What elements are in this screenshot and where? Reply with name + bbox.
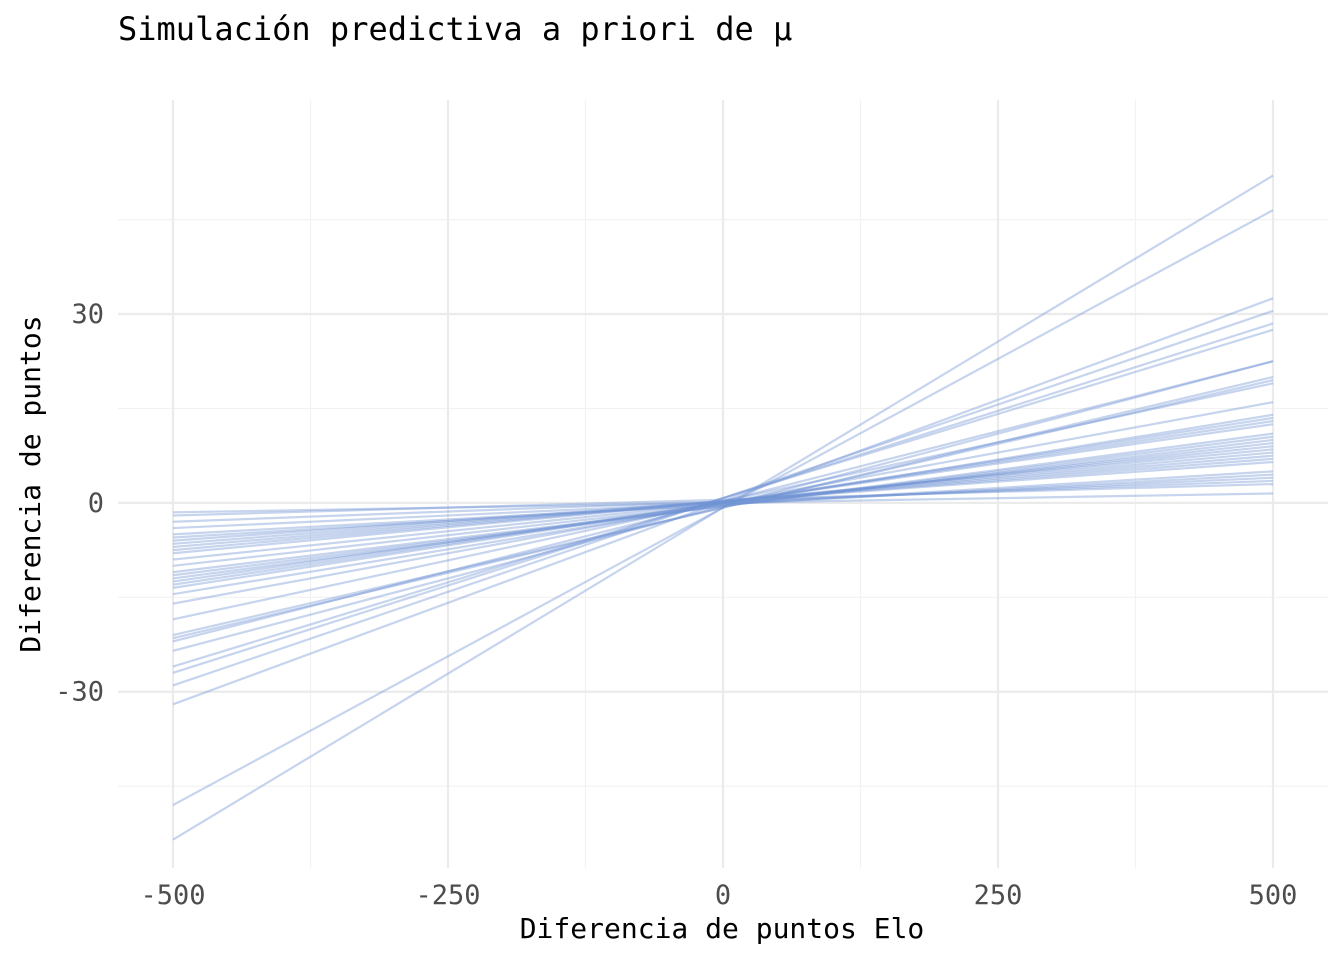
simulation-line — [172, 476, 1274, 530]
simulation-line — [172, 322, 1274, 674]
y-tick-label: 0 — [88, 488, 104, 519]
simulation-line — [172, 382, 1274, 621]
simulation-line — [172, 360, 1274, 652]
simulation-line — [172, 328, 1274, 668]
chart-title: Simulación predictiva a priori de μ — [118, 10, 792, 48]
y-tick-label: 30 — [71, 299, 104, 330]
x-tick-label: -500 — [140, 880, 205, 911]
simulation-line — [172, 423, 1274, 583]
simulation-line — [172, 209, 1274, 807]
simulation-line — [172, 401, 1274, 605]
simulation-line — [172, 448, 1274, 555]
simulation-line — [172, 441, 1274, 567]
simulation-line — [172, 413, 1274, 596]
simulation-line — [172, 360, 1274, 643]
simulation-line — [172, 470, 1274, 539]
simulation-line — [172, 451, 1274, 552]
x-axis-ticks: -500 -250 0 250 500 — [140, 880, 1297, 911]
simulation-line — [172, 492, 1274, 514]
y-tick-label: -30 — [55, 677, 104, 708]
simulation-line — [172, 174, 1274, 841]
simulation-line — [172, 438, 1274, 574]
simulation-line — [172, 432, 1274, 580]
simulation-line — [172, 479, 1274, 523]
x-tick-label: 0 — [715, 880, 731, 911]
simulation-line — [172, 419, 1274, 586]
grid — [118, 100, 1328, 868]
x-tick-label: 250 — [974, 880, 1023, 911]
y-axis-title: Diferencia de puntos — [14, 315, 47, 652]
simulation-line — [172, 309, 1274, 687]
x-axis-title: Diferencia de puntos Elo — [520, 912, 925, 945]
x-tick-label: -250 — [415, 880, 480, 911]
simulation-lines — [172, 174, 1274, 841]
simulation-line — [172, 435, 1274, 577]
simulation-line — [172, 445, 1274, 561]
simulation-line — [172, 416, 1274, 589]
simulation-line — [172, 473, 1274, 536]
y-axis-ticks: -30 0 30 — [55, 299, 104, 708]
simulation-line — [172, 457, 1274, 545]
simulation-line — [172, 460, 1274, 542]
x-tick-label: 500 — [1249, 880, 1298, 911]
simulation-line — [172, 297, 1274, 706]
simulation-line — [172, 482, 1274, 517]
simulation-line — [172, 454, 1274, 549]
simulation-line — [172, 379, 1274, 637]
simulation-line — [172, 375, 1274, 640]
